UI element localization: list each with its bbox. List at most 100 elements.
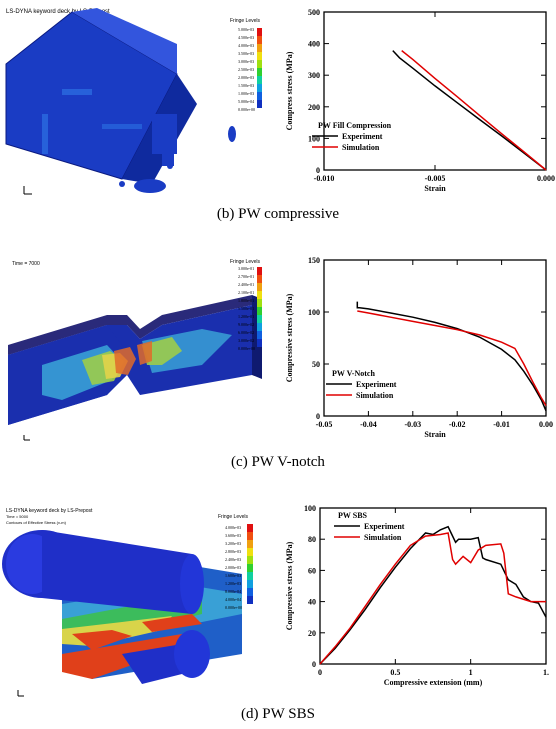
- series-line-simulation: [319, 532, 546, 665]
- legend-entry: Experiment: [342, 132, 383, 141]
- caption-d: (d) PW SBS: [241, 706, 315, 722]
- y-tick-label: 500: [308, 8, 320, 17]
- fem-title: Time = 7000: [12, 261, 40, 267]
- fringe-value: 2.000e-03: [238, 75, 254, 80]
- fringe-value: 2.100e-01: [238, 290, 254, 295]
- fringe-value: 1.200e-01: [238, 314, 254, 319]
- fringe-value: 4.500e-03: [238, 35, 254, 40]
- legend-entry: Simulation: [364, 533, 402, 542]
- fem-subtitle: Time = 5000: [6, 514, 29, 519]
- fem-compressive-image: LS-DYNA keyword deck by LS-Prepost Fring…: [2, 4, 278, 204]
- x-tick-label: -0.005: [425, 174, 446, 183]
- fringe-bar: [247, 524, 253, 604]
- fringe-value: 0.000e+00: [225, 605, 242, 610]
- fem-title: LS-DYNA keyword deck by LS-Prepost: [6, 508, 93, 514]
- y-axis-label: Compressive stress (MPa): [285, 293, 294, 382]
- caption-b: (b) PW compressive: [216, 206, 340, 222]
- chart-pw-sbs: 0 0.5 1 1. 0 20 40 60 80 100 Compressive extension…: [282, 502, 556, 702]
- y-tick-label: 100: [304, 504, 316, 513]
- x-tick-label: 1.: [543, 668, 549, 677]
- y-tick-label: 80: [308, 535, 316, 544]
- series-line-simulation: [357, 310, 547, 406]
- fringe-value: 1.500e-01: [238, 306, 254, 311]
- y-tick-label: 0: [316, 166, 320, 175]
- x-tick-label: -0.010: [314, 174, 335, 183]
- fringe-label: Fringe Levels: [230, 259, 261, 265]
- x-tick-label: 0.000: [537, 174, 555, 183]
- y-tick-label: 0: [312, 660, 316, 669]
- y-tick-label: 300: [308, 71, 320, 80]
- fringe-value: 2.800e-03: [225, 549, 241, 554]
- fringe-bar: [257, 28, 262, 108]
- x-tick-label: -0.02: [449, 420, 466, 429]
- series-line-experiment: [356, 301, 547, 412]
- series-line-experiment: [392, 50, 547, 171]
- fringe-value: 2.400e-03: [225, 557, 241, 562]
- series-line-experiment: [319, 525, 547, 665]
- legend-entry: Simulation: [356, 391, 394, 400]
- y-tick-label: 400: [308, 40, 320, 49]
- legend-entry: Experiment: [356, 380, 397, 389]
- y-tick-label: 40: [308, 598, 316, 607]
- legend-entry: Experiment: [364, 522, 405, 531]
- fem-vnotch-image: Time = 7000 Fringe Levels: [2, 255, 278, 455]
- fringe-value: 2.000e-03: [225, 565, 241, 570]
- chart-pw-compressive: -0.010 -0.005 0.000 0 100 200 300 400 500 Strain C…: [282, 0, 556, 210]
- fringe-value: 5.000e-04: [238, 99, 254, 104]
- fringe-label: Fringe Levels: [230, 18, 261, 24]
- legend-title: PW Fill Compression: [318, 121, 392, 130]
- fringe-value: 1.500e-03: [238, 83, 254, 88]
- x-tick-label: -0.03: [404, 420, 421, 429]
- fringe-value: 6.000e-02: [238, 330, 254, 335]
- fringe-value: 3.000e-02: [238, 338, 254, 343]
- y-tick-label: 200: [308, 103, 320, 112]
- x-tick-label: 0.5: [390, 668, 400, 677]
- fringe-value: 1.600e-03: [225, 573, 241, 578]
- fringe-value: 9.000e-02: [238, 322, 254, 327]
- x-tick-label: -0.04: [360, 420, 377, 429]
- fringe-value: 0.000e+00: [238, 346, 255, 351]
- x-tick-label: 0: [318, 668, 322, 677]
- x-tick-label: 1: [469, 668, 473, 677]
- y-tick-label: 50: [312, 360, 320, 369]
- fringe-value: 2.400e-01: [238, 282, 254, 287]
- x-tick-label: 0.00: [539, 420, 553, 429]
- y-axis-label: Compress stress (MPa): [285, 51, 294, 130]
- fringe-value: 3.000e-01: [238, 266, 254, 271]
- chart-pw-vnotch: -0.05 -0.04 -0.03 -0.02 -0.01 0.00 0 50 100 150 St…: [282, 252, 556, 462]
- fem-contour-label: Contours of Effective Stress (v-m): [6, 520, 67, 525]
- y-tick-label: 0: [316, 412, 320, 421]
- plot-frame: [319, 507, 547, 665]
- y-tick-label: 60: [308, 566, 316, 575]
- x-axis-label: Strain: [424, 184, 446, 193]
- fringe-value: 2.700e-01: [238, 274, 254, 279]
- fringe-value: 5.000e-03: [238, 27, 254, 32]
- y-tick-label: 100: [308, 134, 320, 143]
- caption-c: (c) PW V-notch: [231, 454, 325, 470]
- fringe-value: 2.500e-03: [238, 67, 254, 72]
- x-tick-label: -0.01: [493, 420, 510, 429]
- y-tick-label: 20: [308, 629, 316, 638]
- fringe-value: 3.500e-03: [238, 51, 254, 56]
- x-tick-label: -0.05: [316, 420, 333, 429]
- legend-entry: Simulation: [342, 143, 380, 152]
- y-tick-label: 100: [308, 308, 320, 317]
- fringe-value: 3.600e-03: [225, 533, 241, 538]
- x-axis-label: Strain: [424, 430, 446, 439]
- fringe-value: 4.000e-03: [238, 43, 254, 48]
- fringe-value: 1.800e-01: [238, 298, 254, 303]
- fringe-value: 4.000e-04: [225, 597, 241, 602]
- fem-sbs-image: LS-DYNA keyword deck by LS-Prepost Time …: [2, 504, 278, 704]
- legend-title: PW SBS: [338, 511, 368, 520]
- plot-frame: [323, 259, 547, 417]
- legend-title: PW V-Notch: [332, 369, 375, 378]
- fringe-bar: [257, 267, 262, 347]
- fringe-value: 0.000e+00: [238, 107, 255, 112]
- fringe-value: 3.200e-03: [225, 541, 241, 546]
- y-tick-label: 150: [308, 256, 320, 265]
- series-line-simulation: [401, 50, 547, 171]
- y-axis-label: Compressive stress (MPa): [285, 541, 294, 630]
- fringe-label: Fringe Levels: [218, 514, 249, 520]
- fringe-value: 3.000e-03: [238, 59, 254, 64]
- fringe-value: 4.000e-03: [225, 525, 241, 530]
